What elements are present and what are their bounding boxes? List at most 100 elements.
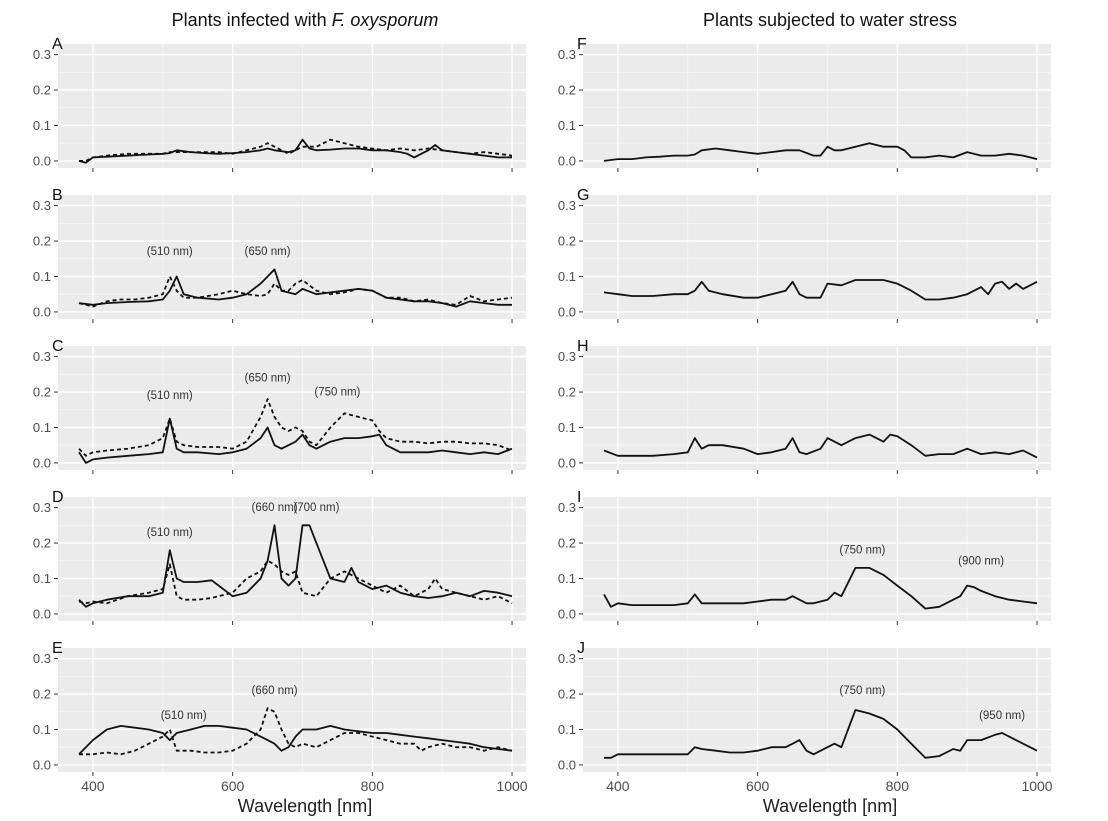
y-tick-label: 0.0 bbox=[558, 455, 576, 470]
panel-background bbox=[58, 648, 526, 772]
panel-label: G bbox=[577, 187, 589, 204]
panel-background bbox=[58, 497, 526, 621]
y-tick-label: 0.3 bbox=[33, 349, 51, 364]
panel-i: 0.0 0.1 0.2 0.3 (750 nm) (900 nm) I bbox=[558, 489, 1051, 625]
y-tick-label: 0.0 bbox=[558, 757, 576, 772]
left-column-title: Plants infected with F. oxysporum bbox=[70, 10, 540, 31]
y-tick-label: 0.1 bbox=[558, 722, 576, 737]
panel-f: 0.0 0.1 0.2 0.3F bbox=[558, 36, 1051, 172]
panel-d: 0.0 0.1 0.2 0.3 (510 nm) (660 nm)(700 nm) D bbox=[33, 489, 526, 625]
peak-annotation: (510 nm) bbox=[147, 246, 193, 258]
panel-a: 0.0 0.1 0.2 0.3A bbox=[33, 36, 526, 172]
panel-c: 0.0 0.1 0.2 0.3 (510 nm) (650 nm) (750 nm) C bbox=[33, 338, 526, 474]
y-tick-label: 0.2 bbox=[558, 385, 576, 400]
y-tick-label: 0.3 bbox=[558, 349, 576, 364]
y-tick-label: 0.1 bbox=[558, 420, 576, 435]
y-tick-label: 0.1 bbox=[33, 722, 51, 737]
y-tick-label: 0.1 bbox=[33, 118, 51, 133]
y-tick-label: 0.1 bbox=[558, 269, 576, 284]
y-tick-label: 0.2 bbox=[558, 687, 576, 702]
left-column-title-species: F. oxysporum bbox=[331, 10, 439, 30]
y-tick-label: 0.3 bbox=[558, 651, 576, 666]
peak-annotation: (510 nm) bbox=[147, 527, 193, 539]
y-tick-label: 0.0 bbox=[33, 606, 51, 621]
panel-background bbox=[583, 648, 1051, 772]
panel-label: C bbox=[52, 338, 64, 355]
y-tick-label: 0.3 bbox=[558, 500, 576, 515]
x-axis-label-left: Wavelength [nm] bbox=[237, 796, 373, 816]
y-tick-label: 0.2 bbox=[558, 83, 576, 98]
panel-b: 0.0 0.1 0.2 0.3 (510 nm) (650 nm) B bbox=[33, 187, 526, 323]
series-line-solid bbox=[603, 142, 1038, 162]
y-tick-label: 0.0 bbox=[558, 304, 576, 319]
series-line-solid bbox=[604, 709, 1038, 759]
panel-g: 0.0 0.1 0.2 0.3G bbox=[558, 187, 1051, 323]
panel-e: 0.0 0.1 0.2 0.3 400 600 800 1000 (510 nm) (660 nm… bbox=[33, 640, 528, 794]
peak-annotation: (750 nm) bbox=[839, 685, 885, 697]
x-tick-label: 1000 bbox=[1021, 778, 1052, 794]
peak-annotation: (950 nm) bbox=[979, 710, 1025, 722]
y-tick-label: 0.0 bbox=[33, 153, 51, 168]
y-tick-label: 0.1 bbox=[33, 420, 51, 435]
x-tick-label: 600 bbox=[221, 778, 245, 794]
y-tick-label: 0.3 bbox=[558, 47, 576, 62]
y-tick-label: 0.1 bbox=[33, 269, 51, 284]
y-tick-label: 0.0 bbox=[558, 153, 576, 168]
x-tick-label: 1000 bbox=[496, 778, 527, 794]
panel-label: F bbox=[577, 36, 587, 53]
x-tick-label: 400 bbox=[81, 778, 105, 794]
y-tick-label: 0.1 bbox=[33, 571, 51, 586]
peak-annotation: (510 nm) bbox=[161, 710, 207, 722]
panel-label: E bbox=[52, 640, 63, 657]
peak-annotation: (650 nm) bbox=[245, 246, 291, 258]
peak-annotation: (750 nm) bbox=[839, 545, 885, 557]
series-line-solid bbox=[78, 725, 513, 755]
series-line-solid bbox=[78, 268, 512, 308]
y-tick-label: 0.2 bbox=[33, 536, 51, 551]
x-tick-label: 600 bbox=[746, 778, 770, 794]
panel-label: D bbox=[52, 489, 64, 506]
x-axis-label-right: Wavelength [nm] bbox=[762, 796, 898, 816]
peak-annotation: (900 nm) bbox=[958, 555, 1004, 567]
series-line-dashed bbox=[78, 559, 513, 605]
panel-background bbox=[58, 195, 526, 319]
x-tick-label: 400 bbox=[606, 778, 630, 794]
y-tick-label: 0.0 bbox=[33, 304, 51, 319]
panel-background bbox=[583, 44, 1051, 168]
y-tick-label: 0.1 bbox=[558, 571, 576, 586]
y-tick-label: 0.1 bbox=[558, 118, 576, 133]
peak-annotation: (750 nm) bbox=[314, 387, 360, 399]
series-line-dashed bbox=[79, 138, 513, 162]
peak-annotation: (660 nm) bbox=[252, 685, 298, 697]
panel-background bbox=[583, 195, 1051, 319]
x-tick-label: 800 bbox=[361, 778, 385, 794]
y-tick-label: 0.3 bbox=[33, 198, 51, 213]
panel-j: 0.0 0.1 0.2 0.3 400 600 800 1000 (750 nm) (950 nm… bbox=[558, 640, 1053, 794]
panel-label: I bbox=[577, 489, 581, 506]
panel-background bbox=[583, 497, 1051, 621]
series-line-solid bbox=[603, 567, 1038, 610]
peak-annotation: (700 nm) bbox=[293, 502, 339, 514]
y-tick-label: 0.2 bbox=[33, 83, 51, 98]
left-column-title-text: Plants infected with bbox=[171, 10, 332, 30]
panel-h: 0.0 0.1 0.2 0.3H bbox=[558, 338, 1051, 474]
y-tick-label: 0.0 bbox=[33, 455, 51, 470]
series-line-solid bbox=[603, 279, 1038, 301]
y-tick-label: 0.3 bbox=[33, 651, 51, 666]
panel-background bbox=[58, 346, 526, 470]
y-tick-label: 0.0 bbox=[558, 606, 576, 621]
right-column-title: Plants subjected to water stress bbox=[590, 10, 1070, 31]
peak-annotation: (650 nm) bbox=[245, 372, 291, 384]
y-tick-label: 0.2 bbox=[558, 234, 576, 249]
peak-annotation: (660 nm) bbox=[252, 502, 298, 514]
right-column-title-text: Plants subjected to water stress bbox=[702, 10, 958, 30]
y-tick-label: 0.3 bbox=[33, 500, 51, 515]
y-tick-label: 0.2 bbox=[33, 234, 51, 249]
series-line-solid bbox=[78, 417, 513, 464]
peak-annotation: (510 nm) bbox=[147, 390, 193, 402]
series-line-solid bbox=[603, 433, 1038, 459]
panel-label: B bbox=[52, 187, 63, 204]
y-tick-label: 0.3 bbox=[33, 47, 51, 62]
